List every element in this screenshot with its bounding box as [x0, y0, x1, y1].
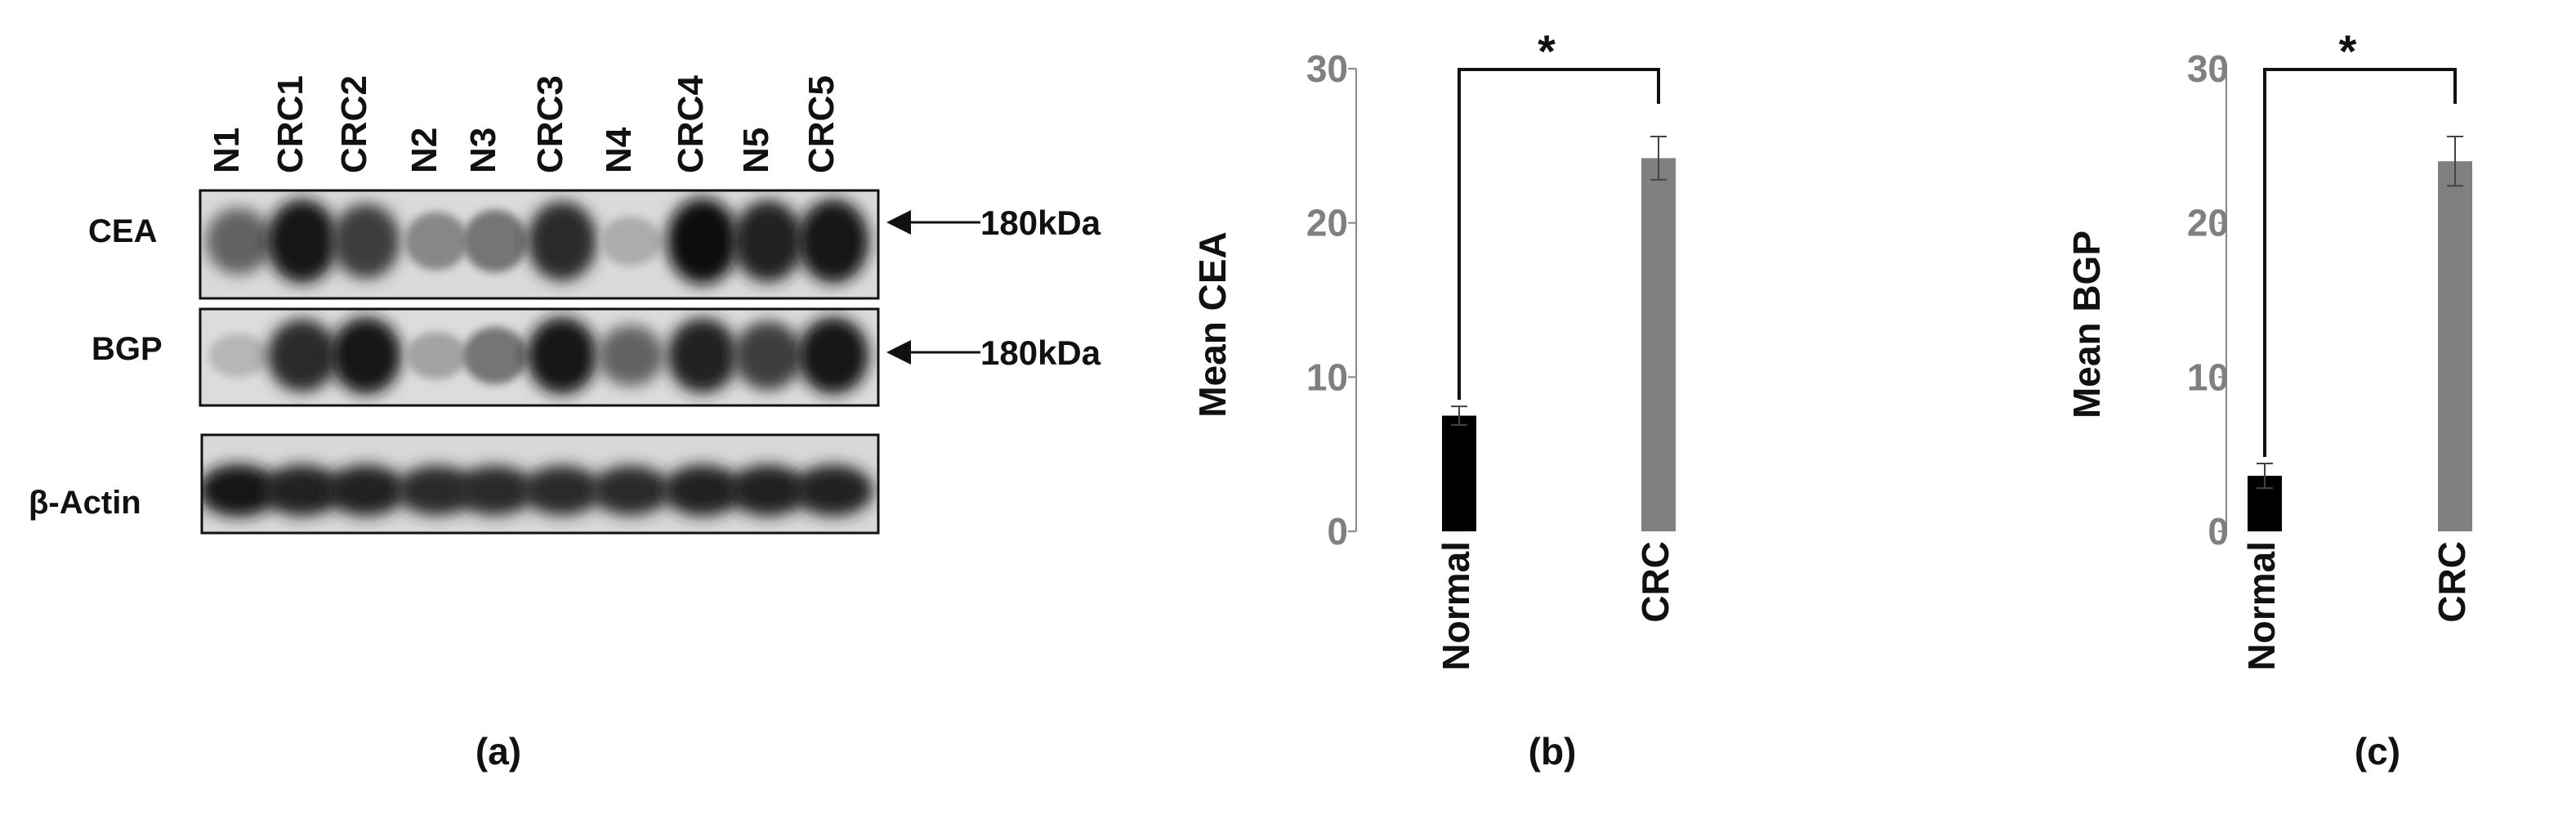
blot-bgp-bands	[208, 316, 869, 395]
bar-normal	[1442, 415, 1476, 531]
x-category-label: CRC	[1634, 541, 1676, 623]
blot-band	[267, 319, 337, 392]
blot-band	[202, 463, 279, 517]
significance-marker: *	[1538, 25, 1556, 77]
blot-band	[734, 320, 802, 391]
blot-band	[600, 216, 662, 266]
blot-band	[205, 208, 272, 275]
y-tick-label: 20	[1306, 202, 1348, 244]
chart-mean-bgp: 0 10 20 30 Mean BGP Normal CRC * (c)	[2065, 25, 2473, 772]
blot-band	[462, 326, 528, 385]
blot-cea-label: CEA	[88, 213, 157, 249]
bar-crc	[2438, 161, 2472, 531]
blot-actin-bands	[202, 463, 874, 517]
lane-label: CRC2	[334, 75, 374, 173]
lane-labels: N1 CRC1 CRC2 N2 N3 CRC3 N4 CRC4 N5 CRC5	[207, 75, 842, 173]
blot-band	[330, 316, 402, 395]
x-category-label: CRC	[2431, 541, 2473, 623]
panel-a-label: (a)	[475, 730, 521, 772]
lane-label: CRC5	[801, 75, 842, 173]
blot-actin-label: β-Actin	[29, 485, 141, 521]
blot-band	[332, 203, 400, 280]
blot-bgp: BGP 180kDa	[92, 307, 1101, 407]
western-blot-panel: N1 CRC1 CRC2 N2 N3 CRC3 N4 CRC4 N5 CRC5 CEA 180kD…	[29, 75, 1101, 772]
lane-label: CRC1	[270, 75, 310, 173]
blot-band	[527, 201, 597, 281]
blot-band	[261, 464, 343, 517]
blot-bgp-marker-label: 180kDa	[980, 334, 1101, 372]
lane-label: CRC3	[530, 75, 570, 173]
lane-label: N2	[404, 128, 444, 173]
blot-band	[462, 209, 528, 273]
blot-actin: β-Actin	[29, 433, 880, 535]
blot-band	[667, 198, 739, 284]
blot-cea: CEA 180kDa	[88, 189, 1101, 300]
blot-band	[792, 464, 874, 517]
panel-label: (b)	[1529, 730, 1577, 772]
blot-band	[797, 316, 869, 395]
panel-label: (c)	[2355, 730, 2400, 772]
y-tick-label: 30	[1306, 47, 1348, 90]
significance-bracket	[1458, 68, 1660, 401]
blot-bgp-label: BGP	[92, 331, 163, 367]
blot-band	[455, 465, 535, 516]
blot-band	[797, 199, 869, 284]
blot-band	[396, 465, 476, 516]
y-tick-label: 10	[1306, 356, 1348, 398]
y-tick-label: 0	[1327, 510, 1348, 553]
lane-label: N3	[463, 128, 503, 173]
blot-band	[662, 464, 743, 517]
blot-band	[522, 465, 602, 516]
blot-band	[526, 316, 598, 395]
y-tick-label: 10	[2187, 356, 2229, 398]
lane-label: N5	[736, 128, 776, 173]
lane-label: N1	[207, 128, 247, 173]
chart-mean-cea: 0 10 20 30 Mean CEA Normal CRC * (b)	[1191, 25, 1676, 772]
blot-band	[591, 465, 671, 516]
blot-band	[405, 331, 467, 380]
y-tick-label: 20	[2187, 202, 2229, 244]
lane-label: N4	[599, 127, 639, 173]
lane-label: CRC4	[671, 75, 711, 173]
blot-band	[597, 325, 664, 387]
y-axis-label: Mean BGP	[2065, 231, 2108, 419]
blot-cea-marker-label: 180kDa	[980, 204, 1101, 242]
blot-band	[727, 464, 809, 517]
blot-band	[667, 318, 739, 393]
y-tick-label: 0	[2208, 510, 2229, 553]
blot-band	[208, 334, 269, 378]
blot-band	[325, 464, 407, 517]
blot-band	[732, 199, 804, 283]
significance-bracket	[2263, 68, 2457, 457]
blot-band	[404, 212, 468, 271]
bar-crc	[1641, 158, 1676, 531]
significance-marker: *	[2339, 25, 2357, 77]
y-tick-label: 30	[2187, 47, 2229, 90]
x-category-label: Normal	[1435, 541, 1477, 670]
x-category-label: Normal	[2240, 541, 2283, 670]
y-axis-label: Mean CEA	[1191, 231, 1234, 417]
blot-band	[266, 199, 338, 284]
blot-cea-bands	[205, 198, 869, 284]
